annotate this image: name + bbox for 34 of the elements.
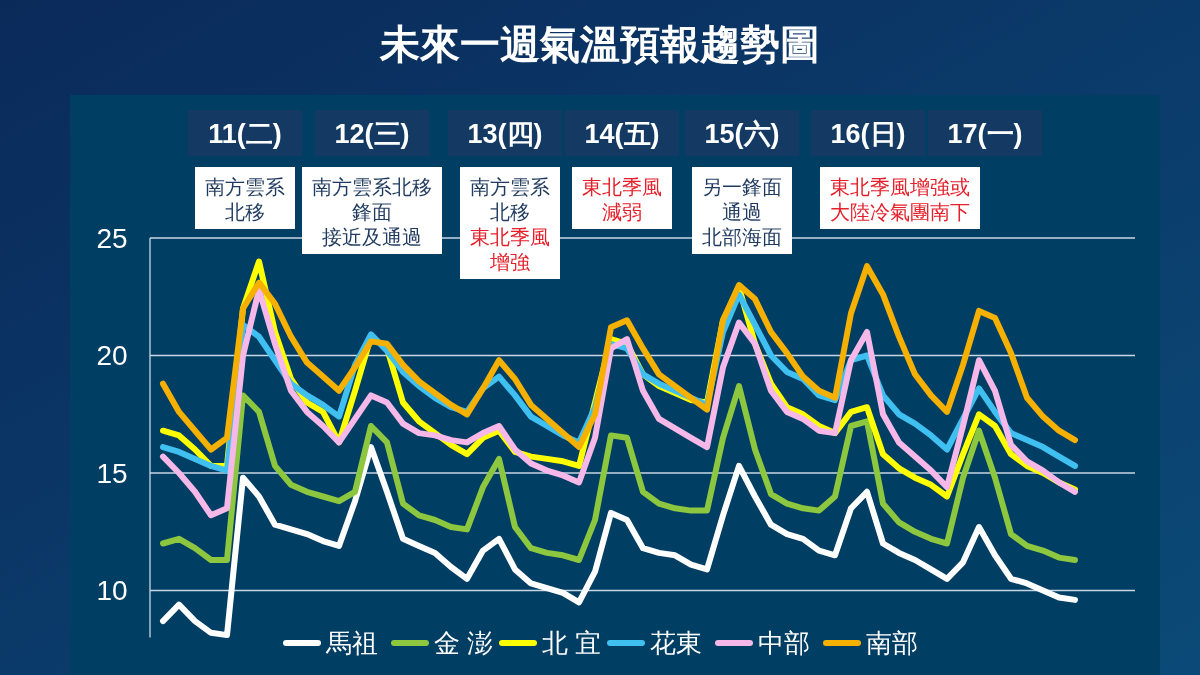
text: 鋒面: [352, 201, 392, 223]
legend-label: 馬祖: [325, 628, 378, 658]
text: 15(六): [704, 119, 780, 149]
y-tick-label: 10: [96, 575, 128, 606]
annotation: 東北季風: [470, 226, 550, 248]
text: 17(一): [947, 119, 1023, 149]
y-tick-label: 15: [96, 457, 128, 489]
y-tick-label: 25: [96, 222, 128, 254]
text: 北移: [225, 201, 265, 223]
text: 14(五): [584, 119, 660, 149]
annotation: 增強: [489, 251, 530, 273]
text: 另一鋒面: [702, 176, 782, 198]
text: 南方雲系北移: [312, 176, 432, 198]
legend-label: 中部: [758, 628, 810, 658]
text: 南方雲系: [470, 176, 550, 198]
text: 11(二): [208, 119, 282, 149]
chart-title: 未來一週氣溫預報趨勢圖: [379, 22, 820, 66]
text: 減弱: [602, 201, 642, 223]
y-tick-label: 20: [96, 340, 128, 371]
annotation: 北部海面: [702, 226, 782, 248]
text: 東北季風增強或: [830, 176, 970, 198]
text: 南方雲系: [205, 176, 285, 198]
legend-label: 北 宜: [542, 628, 602, 658]
text: 東北季風: [582, 176, 662, 198]
annotation: 接近及通過: [322, 226, 422, 248]
legend-label: 花東: [650, 628, 702, 658]
text: 13(四): [467, 119, 543, 149]
legend-label: 南部: [866, 628, 918, 658]
text: 通過: [722, 201, 762, 223]
legend-label: 金 澎: [434, 628, 494, 658]
text: 12(三): [334, 119, 410, 149]
text: 16(日): [830, 119, 906, 149]
text: 大陸冷氣團南下: [830, 201, 970, 223]
text: 北移: [490, 201, 530, 223]
